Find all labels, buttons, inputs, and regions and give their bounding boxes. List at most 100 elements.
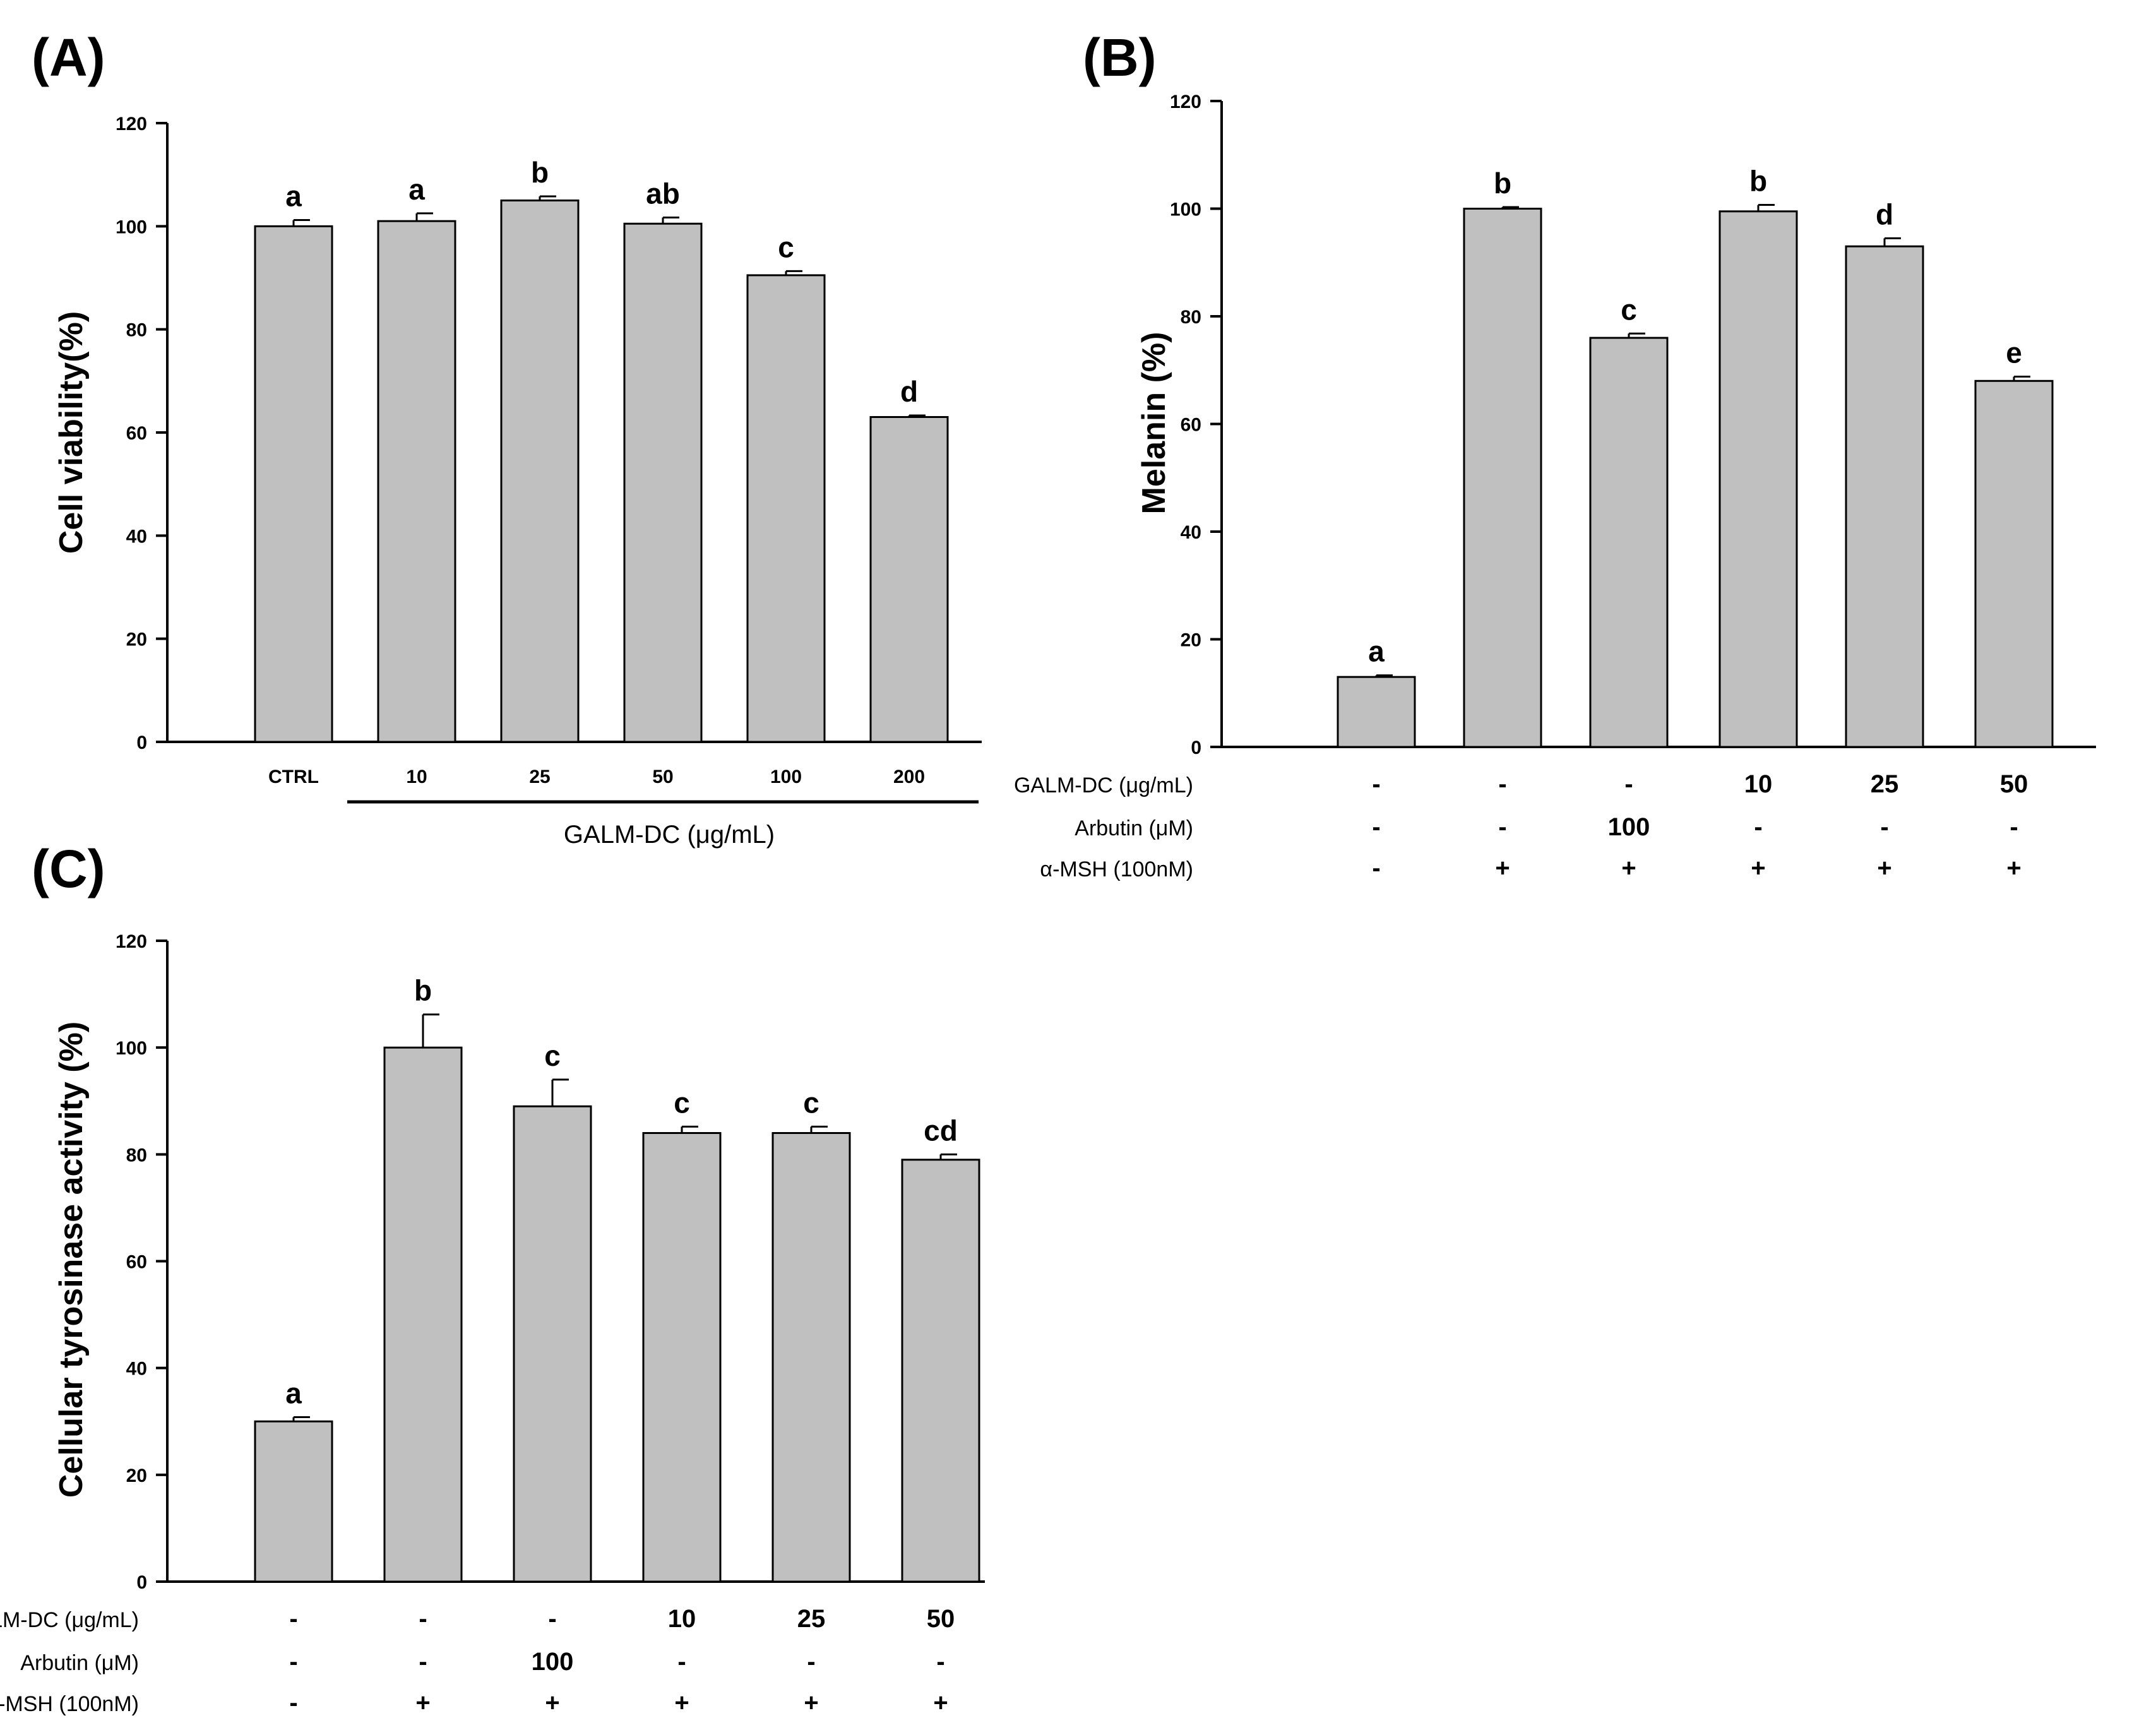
panel-label: (C) [32, 839, 105, 898]
y-tick-label: 20 [1181, 630, 1201, 651]
y-axis-title: Cellular tyrosinase activity (%) [53, 1022, 90, 1498]
condition-value: - [1372, 770, 1380, 798]
significance-letter: a [285, 1376, 302, 1409]
significance-letter: b [1494, 167, 1511, 200]
condition-value: + [674, 1689, 689, 1717]
panel-label: (A) [32, 28, 105, 87]
condition-value: - [2010, 813, 2018, 841]
condition-value: 25 [1871, 770, 1899, 798]
significance-letter: a [1368, 635, 1385, 668]
y-tick-label: 40 [126, 526, 147, 547]
significance-letter: b [414, 974, 432, 1007]
bar [377, 220, 456, 743]
y-tick-label: 120 [116, 114, 147, 134]
bar [901, 1159, 980, 1583]
y-tick-label: 100 [1170, 200, 1201, 220]
condition-value: + [933, 1689, 948, 1717]
y-tick-label: 120 [116, 931, 147, 952]
x-tick-label: 100 [770, 767, 802, 787]
y-tick-label: 100 [116, 1038, 147, 1059]
condition-row-label: GALM-DC (μg/mL) [1014, 773, 1193, 797]
condition-value: - [1754, 813, 1762, 841]
significance-letter: d [900, 375, 918, 408]
condition-value: + [2006, 854, 2021, 882]
significance-letter: e [2006, 336, 2022, 369]
y-tick-label: 60 [126, 1252, 147, 1273]
condition-value: - [677, 1648, 686, 1676]
y-axis-title: Cell viability(%) [53, 311, 90, 554]
x-axis-title: GALM-DC (μg/mL) [564, 821, 775, 849]
condition-value: - [1624, 770, 1633, 798]
y-axis-title: Melanin (%) [1136, 332, 1172, 515]
condition-value: - [548, 1605, 556, 1633]
bar [623, 222, 703, 743]
condition-value: 10 [668, 1605, 696, 1633]
x-tick-label: 10 [406, 767, 427, 787]
y-tick-label: 0 [136, 732, 147, 753]
bar [1589, 337, 1669, 748]
condition-value: 100 [1608, 813, 1650, 841]
condition-value: - [936, 1648, 944, 1676]
condition-value: 50 [927, 1605, 955, 1633]
bar [254, 225, 333, 743]
condition-row-label: Arbutin (μM) [1075, 816, 1193, 840]
condition-value: - [807, 1648, 815, 1676]
condition-value: - [1498, 770, 1506, 798]
y-tick-label: 40 [126, 1359, 147, 1380]
condition-value: - [1372, 813, 1380, 841]
x-tick-label: 200 [893, 767, 925, 787]
condition-value: 100 [532, 1648, 574, 1676]
condition-value: + [1877, 854, 1891, 882]
condition-value: + [1621, 854, 1636, 882]
condition-value: - [1372, 854, 1380, 882]
bar [254, 1420, 333, 1583]
bar [1337, 676, 1416, 748]
condition-row-label: α-MSH (100nM) [1040, 857, 1193, 881]
significance-letter: a [285, 180, 302, 213]
significance-letter: c [1621, 293, 1637, 326]
condition-value: - [419, 1648, 427, 1676]
significance-letter: c [544, 1039, 561, 1072]
condition-row-label: α-MSH (100nM) [0, 1692, 139, 1716]
bar [1463, 208, 1542, 748]
significance-letter: b [531, 156, 549, 189]
bar [1974, 379, 2054, 748]
condition-row-label: Arbutin (μM) [20, 1651, 139, 1675]
condition-row-label: GALM-DC (μg/mL) [0, 1608, 139, 1632]
condition-value: - [419, 1605, 427, 1633]
y-tick-label: 60 [126, 423, 147, 444]
y-tick-label: 80 [126, 320, 147, 341]
y-tick-label: 100 [116, 217, 147, 237]
significance-letter: a [408, 173, 425, 206]
bar [383, 1046, 463, 1583]
condition-value: 25 [797, 1605, 826, 1633]
panel-label: (B) [1083, 28, 1157, 87]
y-tick-label: 120 [1170, 92, 1201, 112]
x-tick-label: 25 [529, 767, 550, 787]
condition-value: + [415, 1689, 430, 1717]
x-tick-label: CTRL [268, 767, 319, 787]
y-tick-label: 0 [1191, 737, 1201, 758]
condition-value: + [1495, 854, 1510, 882]
bar [771, 1132, 851, 1583]
significance-letter: ab [646, 177, 680, 210]
y-tick-label: 0 [136, 1572, 147, 1593]
condition-value: - [289, 1605, 297, 1633]
significance-letter: c [803, 1086, 819, 1119]
significance-letter: cd [924, 1114, 958, 1147]
condition-value: - [289, 1689, 297, 1717]
y-tick-label: 80 [126, 1145, 147, 1166]
bar [513, 1105, 592, 1583]
bar [642, 1132, 722, 1583]
condition-value: 50 [2000, 770, 2028, 798]
y-tick-label: 20 [126, 1465, 147, 1486]
y-tick-label: 60 [1181, 415, 1201, 436]
bar [746, 274, 826, 743]
significance-letter: d [1876, 198, 1893, 230]
bar [869, 416, 949, 743]
bar [1845, 245, 1924, 748]
bar [1718, 210, 1798, 748]
condition-value: - [289, 1648, 297, 1676]
x-tick-label: 50 [652, 767, 673, 787]
